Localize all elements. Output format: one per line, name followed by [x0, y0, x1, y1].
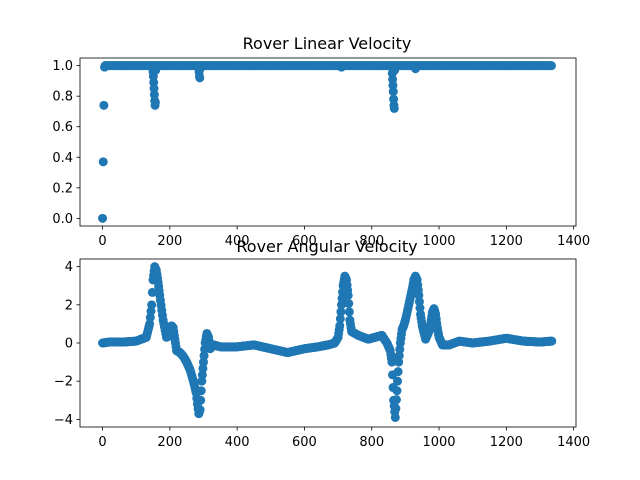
- linear-velocity-x-tick-label: 0: [98, 234, 106, 249]
- linear-velocity-data-point: [99, 100, 109, 110]
- angular-velocity-data-point: [343, 290, 353, 300]
- linear-velocity-x-tick-label: 200: [157, 234, 182, 249]
- angular-velocity-y-tick-label: 4: [65, 260, 73, 275]
- angular-velocity-x-tick-label: 1200: [490, 435, 523, 450]
- linear-velocity-data-point: [336, 62, 346, 72]
- angular-velocity-data-point: [344, 299, 354, 309]
- angular-velocity-data-point: [195, 405, 205, 415]
- linear-velocity-data-point: [151, 65, 161, 75]
- angular-velocity-data-point: [196, 386, 206, 396]
- angular-velocity-points: [98, 262, 557, 422]
- angular-velocity-data-point: [147, 300, 157, 310]
- chart-title-linear-velocity: Rover Linear Velocity: [243, 34, 412, 53]
- linear-velocity-ticks: 0 200 400 600 800 1000 1200 1400 0.0 0.2 0.4 0.6 0.8…: [52, 59, 590, 249]
- angular-velocity-data-point: [547, 336, 557, 346]
- linear-velocity-data-point: [390, 65, 400, 75]
- linear-velocity-data-point: [98, 157, 108, 167]
- angular-velocity-data-point: [387, 357, 397, 367]
- angular-velocity-y-tick-label: −2: [54, 375, 73, 390]
- linear-velocity-x-tick-label: 1400: [557, 234, 590, 249]
- linear-velocity-points: [98, 61, 556, 223]
- angular-velocity-data-point: [196, 395, 206, 405]
- angular-velocity-data-point: [344, 307, 354, 317]
- linear-velocity-data-point: [195, 73, 205, 83]
- angular-velocity-y-tick-label: −4: [54, 413, 73, 428]
- angular-velocity-data-point: [393, 376, 403, 386]
- chart-title-angular-velocity: Rover Angular Velocity: [236, 237, 417, 256]
- linear-velocity-data-point: [546, 61, 556, 71]
- angular-velocity-ticks: 0 200 400 600 800 1000 1200 1400 −4 −2 0 2 4: [54, 260, 590, 450]
- linear-velocity-data-point: [410, 64, 420, 74]
- angular-velocity-axes-frame: [79, 258, 577, 428]
- linear-velocity-data-point: [388, 87, 398, 97]
- linear-velocity-data-point: [100, 61, 110, 71]
- angular-velocity-x-tick-label: 800: [359, 435, 384, 450]
- linear-velocity-x-tick-label: 1200: [490, 234, 523, 249]
- linear-velocity-x-tick-label: 400: [225, 234, 250, 249]
- linear-velocity-x-tick-label: 600: [292, 234, 317, 249]
- angular-velocity-x-tick-label: 0: [98, 435, 106, 450]
- angular-velocity-data-point: [336, 307, 346, 317]
- linear-velocity-y-tick-label: 1.0: [52, 59, 73, 74]
- linear-velocity-y-tick-label: 0.6: [52, 120, 73, 135]
- angular-velocity-data-point: [335, 321, 345, 331]
- linear-velocity-y-tick-label: 0.0: [52, 212, 73, 227]
- angular-velocity-x-tick-label: 1400: [557, 435, 590, 450]
- angular-velocity-chart: Rover Angular Velocity 0 200 400 600 800 1000…: [54, 237, 590, 450]
- angular-velocity-y-tick-label: 2: [65, 298, 73, 313]
- linear-velocity-y-tick-label: 0.4: [52, 151, 73, 166]
- angular-velocity-data-point: [392, 386, 402, 396]
- angular-velocity-y-tick-label: 0: [65, 337, 73, 352]
- angular-velocity-x-tick-label: 400: [225, 435, 250, 450]
- linear-velocity-y-tick-label: 0.8: [52, 90, 73, 105]
- linear-velocity-x-tick-label: 1000: [422, 234, 455, 249]
- linear-velocity-data-point: [389, 103, 399, 113]
- linear-velocity-y-tick-label: 0.2: [52, 181, 73, 196]
- angular-velocity-x-tick-label: 200: [157, 435, 182, 450]
- linear-velocity-data-point: [150, 97, 160, 107]
- linear-velocity-x-tick-label: 800: [359, 234, 384, 249]
- linear-velocity-chart: Rover Linear Velocity 0 200 400 600 800 1000 1…: [52, 34, 590, 249]
- linear-velocity-data-point: [195, 64, 205, 74]
- angular-velocity-data-point: [391, 395, 401, 405]
- linear-velocity-data-point: [98, 213, 108, 223]
- angular-velocity-data-point: [391, 404, 401, 414]
- angular-velocity-data-point: [147, 287, 157, 297]
- angular-velocity-data-point: [335, 314, 345, 324]
- linear-velocity-axes-frame: [79, 57, 577, 227]
- angular-velocity-x-tick-label: 1000: [422, 435, 455, 450]
- angular-velocity-x-tick-label: 600: [292, 435, 317, 450]
- angular-velocity-data-point: [390, 412, 400, 422]
- angular-velocity-data-point: [393, 367, 403, 377]
